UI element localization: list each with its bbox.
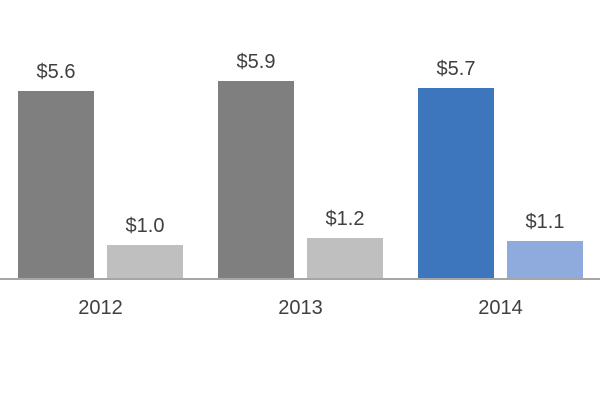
bar-small-value-series-2014 [507, 241, 583, 278]
value-label: $1.2 [325, 208, 365, 230]
value-label: $5.6 [36, 61, 76, 83]
x-axis-line [0, 278, 600, 280]
value-label: $5.9 [236, 51, 276, 73]
value-label: $1.1 [525, 211, 565, 233]
bar-large-value-series-2012 [18, 91, 94, 278]
bar-small-value-series-2013 [307, 238, 383, 278]
bar-large-value-series-2013 [218, 81, 294, 278]
value-label: $5.7 [436, 58, 476, 80]
category-label: 2013 [278, 297, 323, 319]
category-label: 2012 [78, 297, 123, 319]
bar-large-value-series-2014 [418, 88, 494, 278]
bar-small-value-series-2012 [107, 245, 183, 278]
value-label: $1.0 [125, 215, 165, 237]
category-label: 2014 [478, 297, 523, 319]
plot-area: $5.6 $1.0 $5.9 $1.2 $5.7 $1.1 [18, 51, 583, 278]
